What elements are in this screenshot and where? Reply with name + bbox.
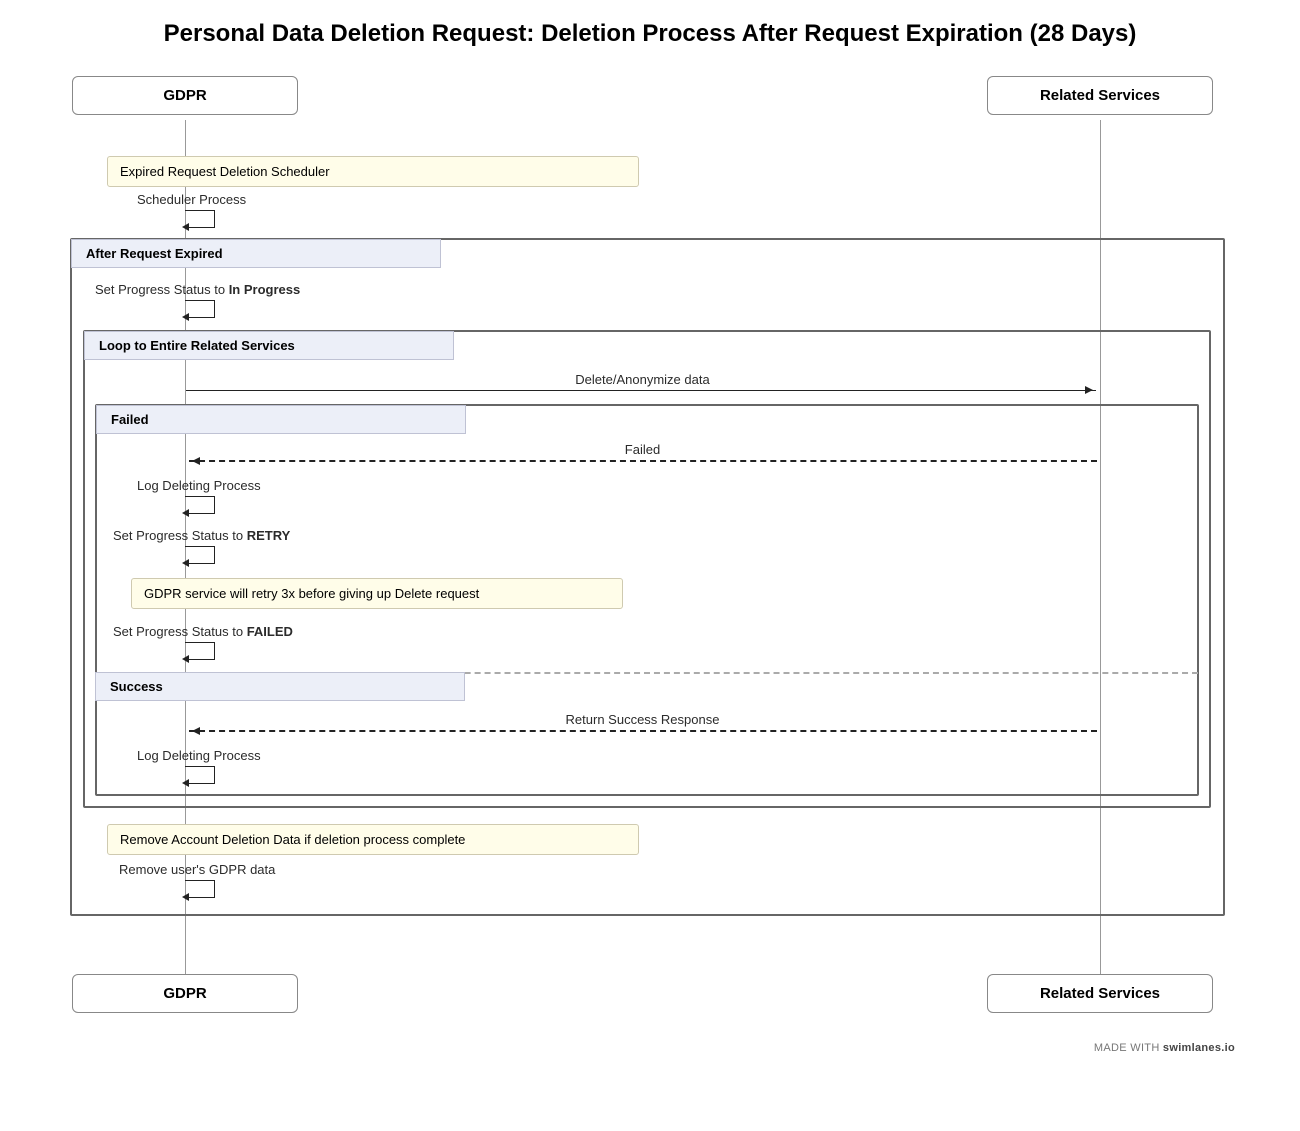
arrow-success-resp: [189, 730, 1097, 732]
selfloop-log-1: [185, 496, 215, 514]
msg-success-resp: Return Success Response: [65, 712, 1220, 727]
msg-scheduler-process: Scheduler Process: [137, 192, 246, 207]
msg-set-failed: Set Progress Status to FAILED: [113, 624, 293, 639]
msg-set-in-progress: Set Progress Status to In Progress: [95, 282, 300, 297]
arrow-failed-resp: [189, 460, 1097, 462]
page-title: Personal Data Deletion Request: Deletion…: [10, 20, 1290, 48]
actor-gdpr-top: GDPR: [72, 76, 298, 115]
frame-label-success: Success: [95, 672, 465, 701]
msg-delete-anon: Delete/Anonymize data: [65, 372, 1220, 387]
msg-log-deleting-2: Log Deleting Process: [137, 748, 261, 763]
frame-label-loop-services: Loop to Entire Related Services: [84, 331, 454, 360]
sequence-diagram: GDPR Related Services Expired Request De…: [65, 76, 1235, 1036]
arrow-delete-anon: [186, 390, 1096, 391]
selfloop-log-2: [185, 766, 215, 784]
msg-set-retry: Set Progress Status to RETRY: [113, 528, 290, 543]
note-scheduler: Expired Request Deletion Scheduler: [107, 156, 639, 187]
note-retry: GDPR service will retry 3x before giving…: [131, 578, 623, 609]
msg-log-deleting-1: Log Deleting Process: [137, 478, 261, 493]
msg-remove-user: Remove user's GDPR data: [119, 862, 275, 877]
selfloop-scheduler: [185, 210, 215, 228]
actor-related-bottom: Related Services: [987, 974, 1213, 1013]
selfloop-in-progress: [185, 300, 215, 318]
selfloop-retry: [185, 546, 215, 564]
footer: MADE WITH swimlanes.io: [65, 1042, 1235, 1054]
frame-label-after-expired: After Request Expired: [71, 239, 441, 268]
actor-gdpr-bottom: GDPR: [72, 974, 298, 1013]
note-remove-account: Remove Account Deletion Data if deletion…: [107, 824, 639, 855]
frame-label-failed: Failed: [96, 405, 466, 434]
selfloop-failed: [185, 642, 215, 660]
msg-failed-resp: Failed: [65, 442, 1220, 457]
actor-related-top: Related Services: [987, 76, 1213, 115]
selfloop-remove-user: [185, 880, 215, 898]
